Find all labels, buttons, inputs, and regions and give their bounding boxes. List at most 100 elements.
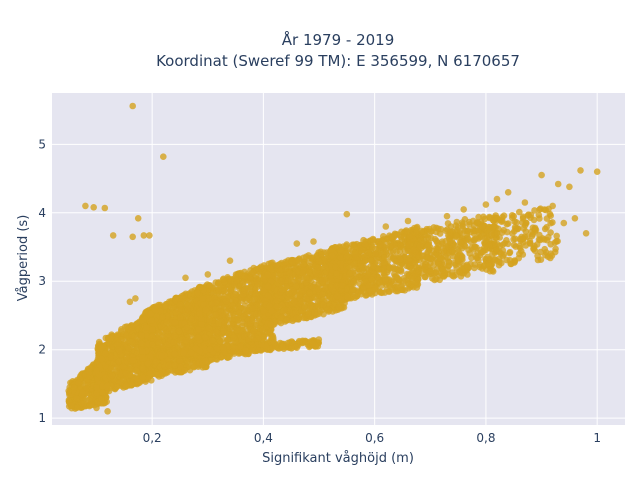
data-point <box>478 233 485 241</box>
data-point <box>123 353 130 361</box>
data-point <box>128 338 136 345</box>
data-point <box>358 246 366 254</box>
data-point <box>143 332 150 339</box>
data-point <box>350 278 358 285</box>
data-point <box>114 331 121 339</box>
data-point <box>306 289 313 297</box>
data-point <box>79 389 86 397</box>
data-point <box>350 243 358 250</box>
data-point <box>328 278 336 285</box>
data-point <box>380 269 387 277</box>
data-point <box>213 328 220 336</box>
data-point <box>277 314 285 322</box>
data-point <box>232 290 240 298</box>
data-point <box>305 310 312 318</box>
data-point <box>170 339 177 346</box>
data-point <box>215 320 222 327</box>
data-point <box>155 329 162 337</box>
data-point <box>357 290 365 298</box>
data-point <box>455 268 463 276</box>
data-point <box>171 332 178 340</box>
data-point <box>285 290 293 297</box>
data-point <box>439 238 446 245</box>
data-point <box>333 270 340 277</box>
data-point <box>320 310 327 318</box>
data-point <box>359 266 366 274</box>
data-point <box>154 371 161 379</box>
data-point <box>319 277 327 285</box>
data-point <box>250 327 258 335</box>
data-point <box>107 365 115 372</box>
data-point <box>146 370 154 377</box>
data-point <box>372 250 379 257</box>
data-point <box>288 277 295 285</box>
data-point <box>165 361 173 369</box>
data-point <box>352 250 360 258</box>
data-point <box>172 296 179 304</box>
data-point <box>471 264 478 272</box>
data-point <box>182 337 190 345</box>
data-point <box>215 286 222 294</box>
data-point <box>212 311 219 318</box>
data-point <box>85 396 93 404</box>
data-point <box>305 269 313 276</box>
data-point <box>367 257 375 264</box>
data-point <box>445 235 453 242</box>
data-point <box>489 217 497 224</box>
data-point <box>435 225 442 232</box>
data-point <box>115 358 122 365</box>
data-point <box>260 307 267 315</box>
data-point <box>460 226 467 233</box>
data-point <box>234 327 241 334</box>
data-point <box>382 277 389 285</box>
data-point <box>125 345 132 352</box>
data-point <box>138 332 145 339</box>
data-point <box>138 340 145 347</box>
data-point <box>209 337 216 344</box>
data-point <box>267 321 275 328</box>
data-point <box>240 306 248 313</box>
data-point <box>370 236 377 244</box>
data-point <box>241 286 248 294</box>
data-point <box>121 323 129 331</box>
data-point <box>472 252 479 260</box>
data-point <box>368 276 376 283</box>
data-point <box>280 307 288 314</box>
data-point <box>453 232 460 240</box>
data-point <box>127 371 134 379</box>
data-point <box>301 303 308 311</box>
data-point <box>416 242 424 250</box>
data-point <box>405 256 413 264</box>
data-point <box>220 327 227 335</box>
data-point <box>335 303 343 311</box>
data-points <box>65 102 601 415</box>
data-point <box>436 255 444 262</box>
data-point <box>250 269 257 277</box>
data-point <box>190 363 198 371</box>
data-point <box>205 324 213 332</box>
data-point <box>314 264 322 271</box>
data-point <box>183 324 191 331</box>
data-point <box>377 241 384 249</box>
data-point <box>314 286 322 293</box>
data-point <box>479 248 487 256</box>
data-point <box>390 265 398 272</box>
data-point <box>166 366 173 374</box>
data-point <box>176 301 184 309</box>
data-point <box>424 242 432 249</box>
data-point <box>147 310 155 318</box>
data-point <box>333 292 341 300</box>
data-point <box>107 335 115 342</box>
data-point <box>254 280 261 288</box>
data-point <box>139 348 146 355</box>
data-point <box>232 305 239 312</box>
data-point <box>224 336 231 344</box>
data-point <box>249 305 256 312</box>
data-point <box>206 282 214 289</box>
data-point <box>103 383 110 391</box>
data-point <box>319 291 327 298</box>
data-point <box>116 347 123 355</box>
data-point <box>184 302 192 310</box>
data-point <box>377 289 385 296</box>
data-point <box>332 263 340 271</box>
